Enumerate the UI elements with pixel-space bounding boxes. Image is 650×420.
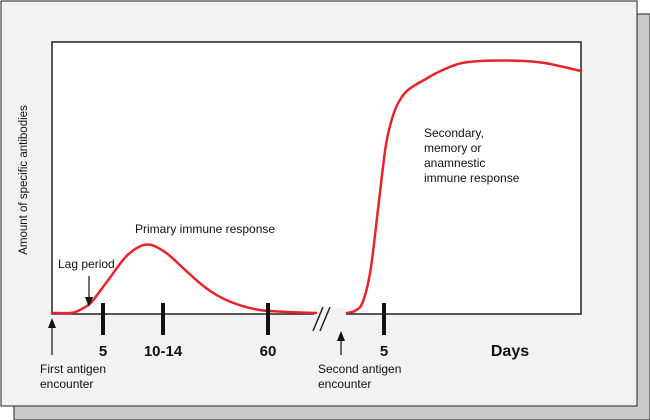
axis-break-mark-2: [319, 306, 331, 332]
tick-label-60: 60: [260, 343, 277, 360]
second-encounter-label-line-2: encounter: [318, 377, 371, 391]
secondary-response-label-line-1: Secondary,: [424, 126, 484, 140]
first-encounter-label-line-1: First antigen: [40, 362, 106, 376]
first-encounter-arrowhead: [48, 318, 56, 328]
primary-response-curve: [50, 243, 318, 315]
tick-label-5-primary: 5: [99, 343, 107, 360]
x-axis-label: Days: [491, 343, 529, 360]
lag-period-label: Lag period: [58, 257, 115, 271]
secondary-response-label-line-2: memory or: [424, 141, 481, 155]
second-encounter-label-line-1: Second antigen: [318, 362, 401, 376]
secondary-response-curve: [345, 59, 583, 315]
tick-label-10-14: 10-14: [144, 343, 183, 360]
secondary-response-label-line-4: immune response: [424, 171, 520, 185]
first-encounter-label-line-2: encounter: [40, 377, 93, 391]
lag-period-arrowhead: [85, 297, 93, 307]
tick-label-5-secondary: 5: [380, 343, 388, 360]
plot-frame: [51, 41, 582, 315]
axis-break-mark-1: [312, 306, 324, 332]
secondary-response-label-line-3: anamnestic: [424, 156, 485, 170]
primary-response-label: Primary immune response: [135, 222, 275, 236]
second-encounter-arrowhead: [337, 331, 345, 341]
y-axis-label: Amount of specific antibodies: [18, 105, 30, 255]
